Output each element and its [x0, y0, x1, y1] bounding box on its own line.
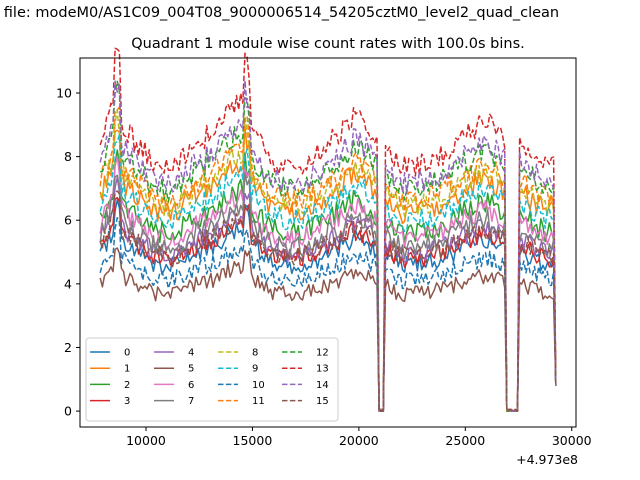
legend-label-13: 13	[316, 364, 329, 375]
legend-box	[85, 337, 339, 422]
legend-label-4: 4	[188, 348, 194, 359]
x-axis-offset-label: +4.973e8	[516, 452, 578, 467]
series-line-14	[99, 79, 557, 412]
legend-label-15: 15	[316, 396, 329, 407]
legend-label-5: 5	[188, 364, 194, 375]
legend-label-8: 8	[252, 348, 258, 359]
series-line-10	[99, 216, 557, 412]
x-axis-ticks: 10000 15000 20000 25000 30000	[126, 427, 592, 448]
legend-label-9: 9	[252, 364, 258, 375]
y-tick-label: 2	[64, 340, 72, 355]
y-tick-label: 10	[56, 85, 72, 100]
y-tick-label: 8	[64, 149, 72, 164]
x-tick-label: 10000	[126, 433, 166, 448]
legend-label-11: 11	[252, 396, 265, 407]
series-line-12	[100, 80, 557, 412]
series-layer	[99, 47, 557, 412]
figure-suptitle: n file: modeM0/AS1C09_004T08_9000006514_…	[0, 5, 560, 21]
x-tick-label: 15000	[233, 433, 273, 448]
series-line-11	[99, 106, 557, 412]
series-line-6	[99, 155, 557, 412]
y-tick-label: 0	[64, 404, 72, 419]
legend-label-12: 12	[316, 348, 329, 359]
series-line-7	[99, 172, 557, 412]
x-tick-label: 30000	[552, 433, 592, 448]
x-tick-label: 20000	[339, 433, 379, 448]
axes-frame	[79, 57, 577, 428]
legend-label-1: 1	[124, 364, 130, 375]
series-line-9	[99, 133, 557, 412]
series-line-13	[99, 47, 557, 412]
chart-title: Quadrant 1 module wise count rates with …	[131, 36, 525, 52]
series-line-4	[99, 176, 557, 412]
y-tick-label: 6	[64, 213, 72, 228]
legend-label-3: 3	[124, 396, 130, 407]
legend-label-6: 6	[188, 380, 194, 391]
legend-label-10: 10	[252, 380, 265, 391]
series-line-5	[99, 247, 557, 412]
x-tick-label: 25000	[445, 433, 485, 448]
y-axis-ticks: 0 2 4 6 8 10	[56, 85, 80, 419]
legend-label-2: 2	[124, 380, 130, 391]
legend-label-0: 0	[124, 348, 130, 359]
legend-label-14: 14	[316, 380, 329, 391]
series-line-8	[99, 109, 557, 412]
y-tick-label: 4	[64, 276, 72, 291]
series-line-3	[99, 196, 557, 412]
legend-label-7: 7	[188, 396, 194, 407]
